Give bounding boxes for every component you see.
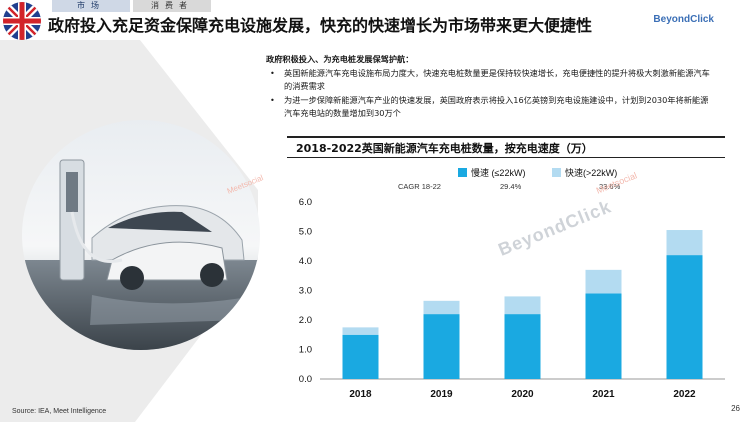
- x-tick-label: 2019: [430, 389, 453, 400]
- y-tick-label: 2.0: [299, 315, 312, 326]
- top-tabs: 市场 消费者: [52, 0, 211, 12]
- y-tick-label: 6.0: [299, 197, 312, 208]
- bar-fast: [504, 296, 541, 315]
- x-tick-label: 2021: [592, 389, 615, 400]
- chart-rule-top: [287, 136, 725, 138]
- tab-consumer[interactable]: 消费者: [133, 0, 211, 12]
- uk-flag-icon: [3, 2, 41, 40]
- bullet-item: 为进一步保障新能源汽车产业的快速发展，英国政府表示将投入16亿英镑到充电设施建设…: [266, 94, 716, 121]
- tab-market[interactable]: 市场: [52, 0, 130, 12]
- legend-swatch-fast: [552, 168, 561, 177]
- legend-item-slow: 慢速 (≤22kW): [458, 166, 525, 179]
- bar-fast: [342, 327, 379, 335]
- chart-title: 2018-2022英国新能源汽车充电桩数量，按充电速度（万）: [296, 142, 593, 155]
- page-number: 26: [731, 404, 740, 413]
- source-note: Source: IEA, Meet Intelligence: [12, 408, 107, 415]
- bar-fast: [585, 269, 622, 294]
- policy-bullets: 政府积极投入、为充电桩发展保驾护航： 英国新能源汽车充电设施布局力度大，快速充电…: [266, 53, 716, 121]
- x-tick-label: 2018: [349, 389, 372, 400]
- cagr-fast-value: 33.6%: [599, 182, 621, 191]
- cagr-label: CAGR 18-22: [398, 182, 441, 191]
- bar-fast: [666, 230, 703, 256]
- bullet-item: 英国新能源汽车充电设施布局力度大，快速充电桩数量更是保持较快速增长，充电便捷性的…: [266, 67, 716, 94]
- y-tick-label: 0.0: [299, 374, 312, 385]
- bar-slow: [423, 314, 460, 379]
- y-tick-label: 3.0: [299, 286, 312, 297]
- bar-slow: [342, 334, 379, 379]
- bullets-heading: 政府积极投入、为充电桩发展保驾护航：: [266, 54, 414, 64]
- chart-rule-bottom: [287, 157, 725, 158]
- y-tick-label: 4.0: [299, 256, 312, 267]
- bar-slow: [585, 293, 622, 379]
- x-tick-label: 2022: [673, 389, 696, 400]
- y-tick-label: 1.0: [299, 345, 312, 356]
- legend-label-slow: 慢速 (≤22kW): [471, 168, 526, 178]
- brand-logo: BeyondClick: [653, 14, 714, 25]
- page-title: 政府投入充足资金保障充电设施发展，快充的快速增长为市场带来更大便捷性: [48, 16, 593, 35]
- legend-item-fast: 快速(>22kW): [552, 166, 617, 179]
- bar-slow: [504, 314, 541, 379]
- x-tick-label: 2020: [511, 389, 534, 400]
- legend-label-fast: 快速(>22kW): [565, 168, 618, 178]
- bar-slow: [666, 255, 703, 379]
- legend-swatch-slow: [458, 168, 467, 177]
- y-tick-label: 5.0: [299, 227, 312, 238]
- bar-fast: [423, 300, 460, 315]
- cagr-slow-value: 29.4%: [500, 182, 522, 191]
